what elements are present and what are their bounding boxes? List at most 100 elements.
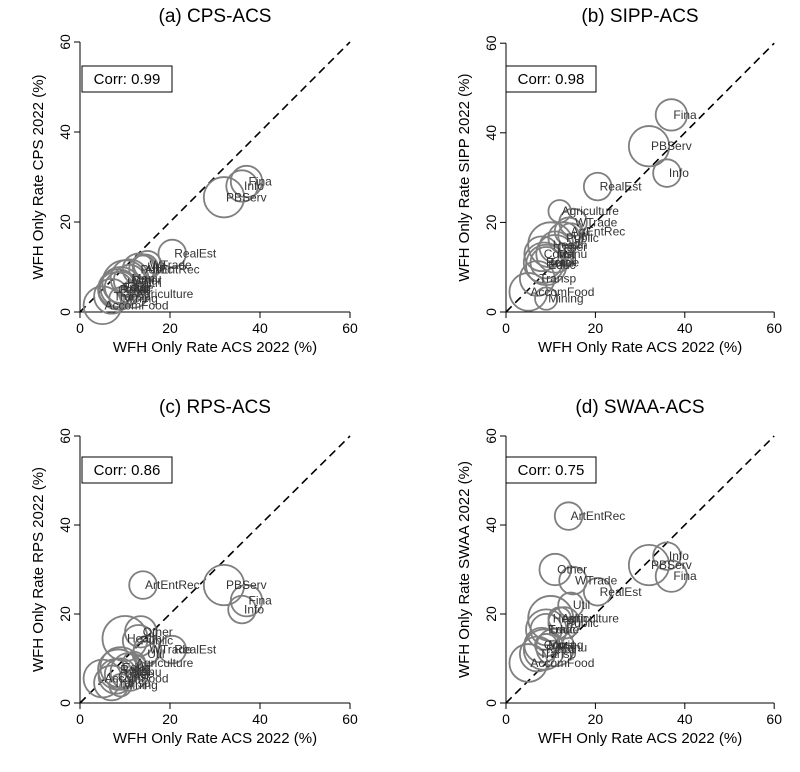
- bubble-pbserv: [627, 125, 671, 168]
- x-axis-label: WFH Only Rate ACS 2022 (%): [113, 339, 317, 356]
- reference-line: [505, 435, 775, 704]
- point-label-wtrade: WTrade: [575, 574, 618, 588]
- point-label-fina: Fina: [249, 594, 273, 608]
- bubble-public: [121, 624, 156, 658]
- point-label-health: Health: [553, 238, 588, 252]
- panel-title: (a) CPS-ACS: [159, 6, 272, 27]
- bubble-util: [131, 253, 159, 281]
- bubble-info: [652, 158, 682, 188]
- point-label-info: Info: [244, 179, 264, 193]
- y-tick-label: 0: [483, 308, 499, 316]
- point-label-util: Util: [147, 647, 164, 661]
- point-label-mining: Mining: [548, 638, 583, 652]
- y-tick-label: 40: [57, 124, 73, 140]
- bubble-transp: [93, 664, 130, 702]
- y-tick-label: 60: [483, 428, 499, 444]
- point-label-fina: Fina: [673, 569, 697, 583]
- bubble-realest: [157, 634, 187, 665]
- bubble-agriculture: [121, 650, 147, 676]
- point-label-trade: Trade: [548, 623, 579, 637]
- reference-line: [505, 42, 775, 313]
- point-label-transp: Transp: [114, 676, 151, 690]
- bubble-educ: [525, 608, 568, 651]
- x-tick-label: 20: [162, 320, 178, 336]
- x-tick-label: 20: [162, 711, 178, 727]
- corr-label: Corr: 0.75: [518, 462, 585, 479]
- point-label-info: Info: [669, 166, 689, 180]
- x-tick-label: 60: [766, 711, 782, 727]
- bubble-trade: [529, 246, 563, 280]
- x-axis-label: WFH Only Rate ACS 2022 (%): [538, 730, 742, 747]
- point-label-util: Util: [573, 598, 590, 612]
- panel-title: (b) SIPP-ACS: [581, 6, 698, 27]
- x-tick-label: 0: [502, 320, 510, 336]
- y-tick-label: 40: [57, 517, 73, 533]
- bubble-mining: [534, 286, 559, 311]
- point-label-fina: Fina: [673, 108, 697, 122]
- bubble-agriculture: [547, 606, 572, 631]
- y-tick-label: 60: [57, 428, 73, 444]
- y-axis-label: WFH Only Rate SWAA 2022 (%): [456, 461, 473, 678]
- point-label-retail: Retail: [546, 643, 577, 657]
- bubble-realest: [157, 238, 187, 269]
- point-label-public: Public: [141, 634, 174, 648]
- bubble-fina: [654, 559, 688, 593]
- panel-2: (b) SIPP-ACS 00 20 20 40 40 60 60 WFH Only Rate …: [456, 6, 782, 356]
- point-label-const: Const: [118, 669, 150, 683]
- point-label-wtrade: WTrade: [575, 215, 618, 229]
- x-tick-label: 20: [588, 320, 604, 336]
- bubble-transp: [518, 260, 556, 297]
- bubble-health: [527, 595, 575, 642]
- y-tick-label: 40: [483, 517, 499, 533]
- point-label-realest: RealEst: [600, 585, 643, 599]
- point-label-manu: Manu: [132, 665, 162, 679]
- panel-1: (a) CPS-ACS 00 20 20 40 40 60 60 WFH Only Rate A…: [30, 6, 358, 356]
- x-tick-label: 0: [76, 320, 84, 336]
- panel-3: (c) RPS-ACS 00 20 20 40 40 60 60 WFH Only Rate A…: [30, 397, 358, 747]
- y-axis-label: WFH Only Rate RPS 2022 (%): [30, 467, 47, 672]
- bubble-realest: [582, 171, 613, 202]
- y-tick-label: 0: [483, 699, 499, 707]
- y-tick-label: 60: [57, 34, 73, 50]
- point-label-retail: Retail: [546, 256, 577, 270]
- bubble-agriculture: [119, 279, 149, 309]
- point-label-manu: Manu: [557, 247, 587, 261]
- point-label-agriculture: Agriculture: [562, 611, 620, 625]
- corr-box: [505, 456, 597, 484]
- bubble-mining: [534, 633, 559, 658]
- bubble-transp: [518, 635, 556, 673]
- bubble-util: [557, 222, 585, 250]
- x-tick-label: 60: [342, 320, 358, 336]
- point-label-pbserv: PBServ: [651, 139, 692, 153]
- corr-label: Corr: 0.98: [518, 71, 585, 88]
- bubble-info: [652, 541, 682, 571]
- bubble-fina: [654, 98, 688, 132]
- point-label-retail: Retail: [120, 663, 151, 677]
- bubble-fina: [229, 164, 264, 199]
- bubble-realest: [582, 577, 613, 607]
- bubble-pbserv: [627, 543, 671, 587]
- bubble-info: [227, 594, 257, 625]
- point-label-mining: Mining: [548, 292, 583, 306]
- point-label-public: Public: [566, 616, 599, 630]
- point-label-artentrec: ArtEntRec: [145, 262, 200, 276]
- point-label-artentrec: ArtEntRec: [571, 509, 626, 523]
- point-label-public: Public: [566, 231, 599, 245]
- y-tick-label: 60: [483, 35, 499, 51]
- x-tick-label: 40: [252, 711, 268, 727]
- point-label-transp: Transp: [539, 647, 576, 661]
- point-label-retail: Retail: [120, 283, 151, 297]
- y-tick-label: 0: [57, 699, 73, 707]
- panel-4: (d) SWAA-ACS 00 20 20 40 40 60 60 WFH Only Rate …: [456, 397, 782, 747]
- bubble-mining: [108, 673, 133, 698]
- y-tick-label: 0: [57, 308, 73, 316]
- x-tick-label: 60: [342, 711, 358, 727]
- panel-title: (d) SWAA-ACS: [575, 397, 704, 418]
- point-label-fina: Fina: [249, 175, 273, 189]
- point-label-const: Const: [544, 247, 576, 261]
- point-label-accomfood: AccomFood: [105, 298, 169, 312]
- point-label-educ: Educ: [548, 623, 575, 637]
- bubble-wtrade: [558, 565, 588, 596]
